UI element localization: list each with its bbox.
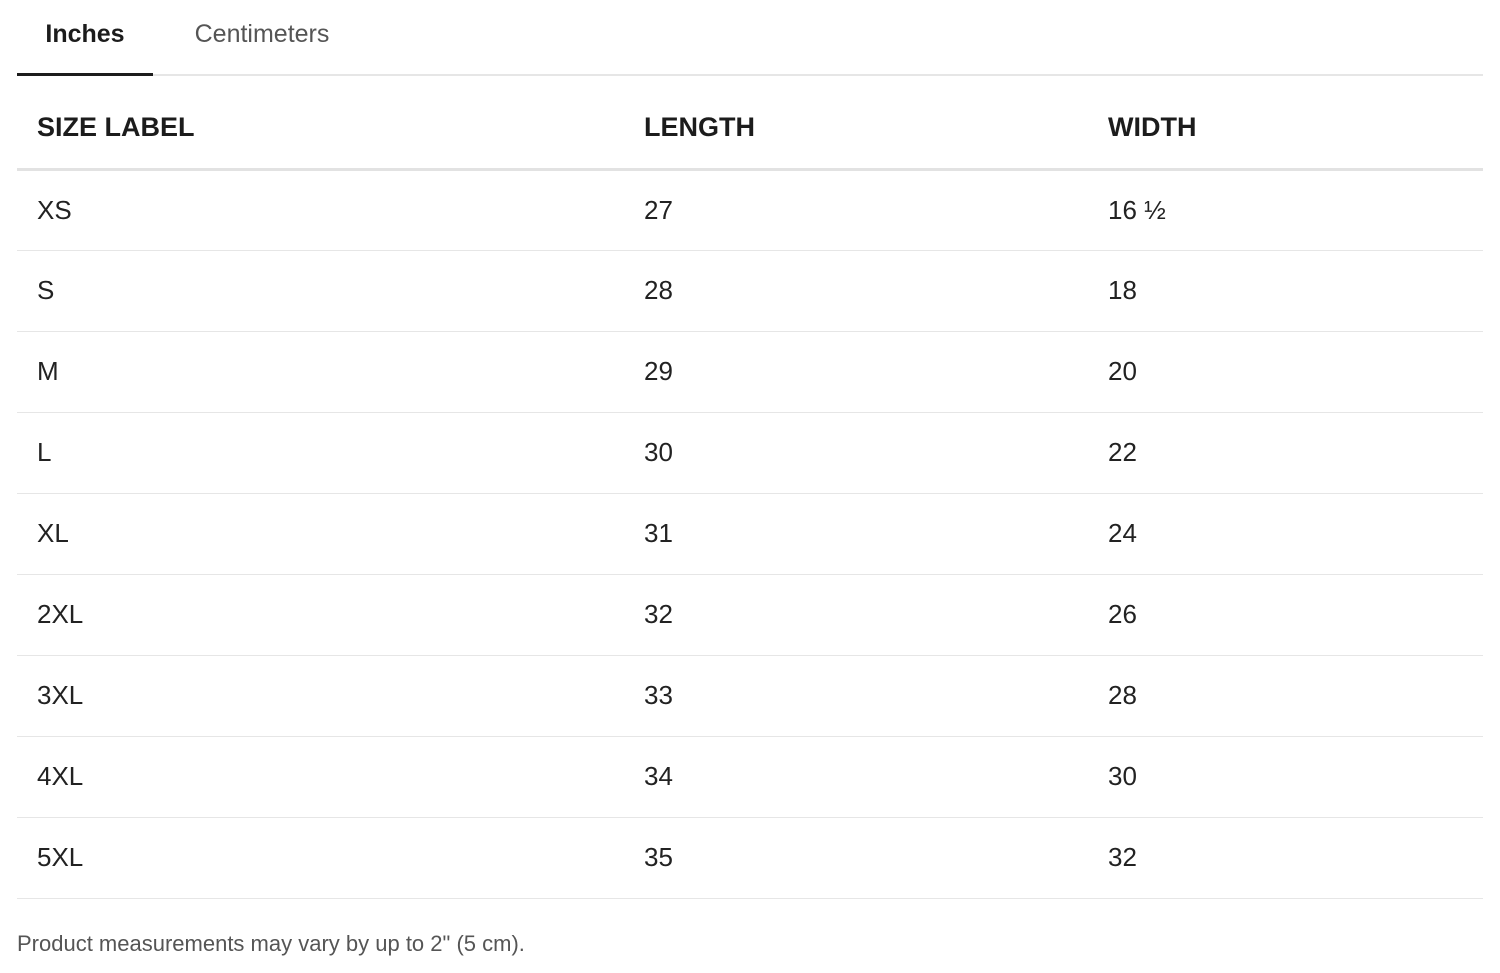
header-size-label: SIZE LABEL bbox=[17, 88, 624, 171]
cell-width: 16 ½ bbox=[1088, 169, 1483, 251]
cell-length: 28 bbox=[624, 250, 1088, 332]
cell-size: L bbox=[17, 412, 624, 494]
cell-size: XL bbox=[17, 493, 624, 575]
cell-size: 4XL bbox=[17, 736, 624, 818]
cell-length: 30 bbox=[624, 412, 1088, 494]
cell-width: 28 bbox=[1088, 655, 1483, 737]
tab-centimeters[interactable]: Centimeters bbox=[194, 20, 330, 48]
cell-width: 18 bbox=[1088, 250, 1483, 332]
cell-size: S bbox=[17, 250, 624, 332]
cell-length: 27 bbox=[624, 169, 1088, 251]
measurement-disclaimer: Product measurements may vary by up to 2… bbox=[17, 931, 525, 956]
table-row: 5XL 35 32 bbox=[17, 817, 1483, 899]
table-row: L 30 22 bbox=[17, 412, 1483, 494]
cell-size: XS bbox=[17, 169, 624, 251]
cell-width: 26 bbox=[1088, 574, 1483, 656]
cell-length: 31 bbox=[624, 493, 1088, 575]
table-row: 4XL 34 30 bbox=[17, 736, 1483, 818]
table-row: 3XL 33 28 bbox=[17, 655, 1483, 737]
cell-length: 34 bbox=[624, 736, 1088, 818]
table-row: XS 27 16 ½ bbox=[17, 169, 1483, 251]
cell-size: 5XL bbox=[17, 817, 624, 899]
cell-length: 33 bbox=[624, 655, 1088, 737]
table-row: M 29 20 bbox=[17, 331, 1483, 413]
table-header-row: SIZE LABEL LENGTH WIDTH bbox=[17, 88, 1483, 171]
cell-length: 29 bbox=[624, 331, 1088, 413]
unit-tabs: Inches Centimeters bbox=[17, 0, 1483, 76]
cell-size: 2XL bbox=[17, 574, 624, 656]
cell-length: 35 bbox=[624, 817, 1088, 899]
table-row: 2XL 32 26 bbox=[17, 574, 1483, 656]
table-row: XL 31 24 bbox=[17, 493, 1483, 575]
cell-width: 32 bbox=[1088, 817, 1483, 899]
cell-length: 32 bbox=[624, 574, 1088, 656]
cell-size: 3XL bbox=[17, 655, 624, 737]
tab-inches[interactable]: Inches bbox=[17, 0, 153, 76]
header-width: WIDTH bbox=[1088, 88, 1483, 171]
cell-width: 24 bbox=[1088, 493, 1483, 575]
cell-width: 20 bbox=[1088, 331, 1483, 413]
size-chart-table: SIZE LABEL LENGTH WIDTH XS 27 16 ½ S 28 … bbox=[17, 88, 1483, 899]
cell-size: M bbox=[17, 331, 624, 413]
cell-width: 30 bbox=[1088, 736, 1483, 818]
header-length: LENGTH bbox=[624, 88, 1088, 171]
cell-width: 22 bbox=[1088, 412, 1483, 494]
table-row: S 28 18 bbox=[17, 250, 1483, 332]
